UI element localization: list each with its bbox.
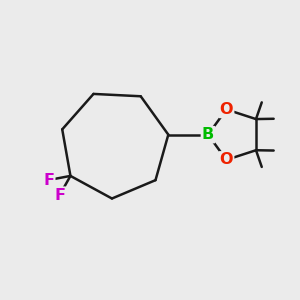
Text: B: B bbox=[202, 127, 214, 142]
Text: O: O bbox=[220, 152, 233, 167]
Text: F: F bbox=[54, 188, 65, 203]
Text: F: F bbox=[43, 172, 54, 188]
Text: O: O bbox=[220, 102, 233, 117]
